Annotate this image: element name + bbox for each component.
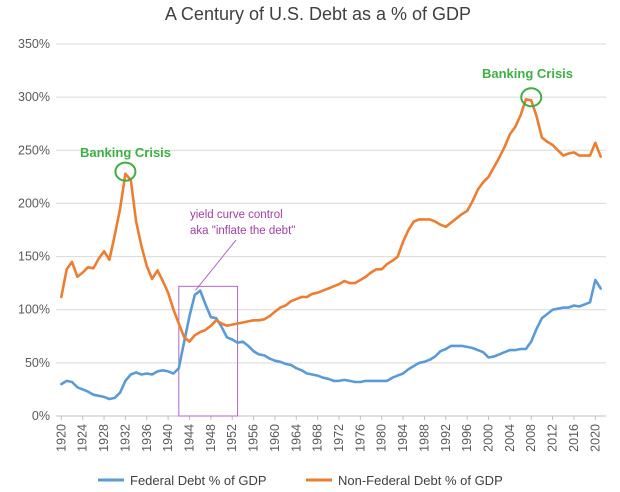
crisis-marker-circle (520, 87, 543, 108)
x-tick-label: 1944 (182, 424, 196, 452)
x-tick-label: 2004 (503, 424, 517, 452)
legend: Federal Debt % of GDP Non-Federal Debt %… (98, 473, 503, 488)
x-tick-label: 1920 (54, 424, 68, 452)
y-tick-label: 0% (32, 409, 50, 423)
annotation-connector (195, 239, 237, 291)
x-tick-label: 1972 (332, 424, 346, 452)
y-tick-label: 350% (18, 37, 50, 51)
x-tick-label: 2012 (546, 424, 560, 452)
highlight-box (178, 285, 239, 417)
x-tick-label: 1928 (97, 424, 111, 452)
x-tick-label: 1992 (439, 424, 453, 452)
series-line-non-federal (59, 98, 603, 343)
series-line-federal (59, 278, 603, 401)
annotation-inflate-the-debt: aka "inflate the debt" (190, 225, 295, 237)
y-tick-label: 100% (18, 303, 50, 317)
y-tick-label: 50% (25, 356, 50, 370)
x-tick-label: 1952 (225, 424, 239, 452)
x-tick-label: 1968 (311, 424, 325, 452)
legend-label-federal: Federal Debt % of GDP (130, 473, 267, 488)
x-tick-label: 2008 (524, 424, 538, 452)
x-tick-label: 1948 (204, 424, 218, 452)
x-axis-ticks: 1920 1924 1928 1932 1936 1940 1944 1948 1952 1956… (54, 416, 602, 452)
gridlines (56, 43, 606, 417)
x-tick-label: 1964 (289, 424, 303, 452)
y-tick-label: 200% (18, 196, 50, 210)
x-tick-label: 1936 (140, 424, 154, 452)
x-tick-label: 1976 (353, 424, 367, 452)
annotation-yield-curve-control: yield curve control (190, 209, 283, 221)
x-tick-label: 2000 (482, 424, 496, 452)
x-tick-label: 1980 (375, 424, 389, 452)
series-lines (59, 98, 603, 401)
x-tick-label: 1924 (76, 424, 90, 452)
y-tick-label: 300% (18, 90, 50, 104)
annotation-banking-crisis-2008: Banking Crisis (482, 66, 573, 81)
x-tick-label: 2020 (588, 424, 602, 452)
x-tick-label: 1984 (396, 424, 410, 452)
y-tick-label: 250% (18, 143, 50, 157)
chart-title: A Century of U.S. Debt as a % of GDP (165, 4, 471, 24)
y-tick-label: 150% (18, 250, 50, 264)
y-axis-ticks: 0% 50% 100% 150% 200% 250% 300% 350% (18, 37, 50, 423)
annotation-banking-crisis-1932: Banking Crisis (80, 145, 171, 160)
x-tick-label: 2016 (567, 424, 581, 452)
x-tick-label: 1960 (268, 424, 282, 452)
highlight-box-layer (178, 239, 239, 417)
annotations: Banking Crisis Banking Crisis yield curv… (80, 66, 573, 237)
legend-label-non-federal: Non-Federal Debt % of GDP (338, 473, 503, 488)
x-tick-label: 1940 (161, 424, 175, 452)
x-tick-label: 1956 (247, 424, 261, 452)
x-tick-label: 1932 (118, 424, 132, 452)
x-tick-label: 1996 (460, 424, 474, 452)
x-tick-label: 1988 (417, 424, 431, 452)
crisis-marker-circle (114, 161, 137, 182)
